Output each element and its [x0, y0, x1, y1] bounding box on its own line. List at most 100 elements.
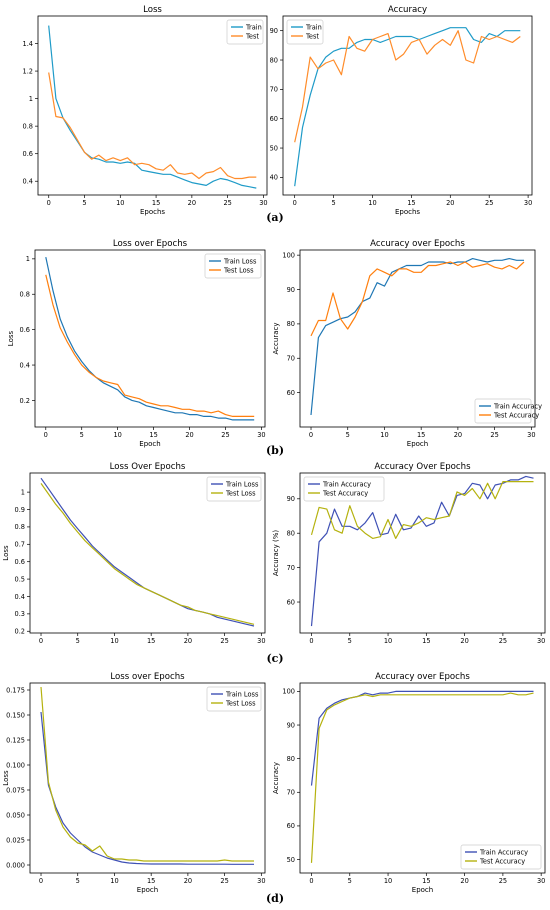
chart-4: Accuracy over Epochs 0 5 10 15 20 25 30 60 70 80 90…: [272, 239, 542, 448]
series-line-1: [310, 475, 534, 627]
y-tick-label: 0.5: [15, 575, 26, 583]
legend-label: Train Accuracy: [493, 402, 542, 410]
legend-label: Test: [245, 32, 259, 40]
chart-title: Loss over Epochs: [113, 239, 188, 249]
chart-title: Accuracy Over Epochs: [374, 462, 471, 472]
legend-label: Train Accuracy: [322, 480, 371, 488]
x-tick-label: 10: [110, 877, 118, 885]
series-line-2: [310, 481, 534, 540]
y-tick-label: 0.4: [23, 178, 34, 186]
y-tick-label: 70: [270, 86, 278, 94]
legend-box: [474, 398, 532, 424]
x-tick-label: 15: [422, 877, 430, 885]
legend-label: Train Loss: [223, 257, 257, 265]
series-line-2: [40, 483, 255, 625]
x-tick-label: 0: [309, 877, 313, 885]
plot-frame: [37, 15, 268, 196]
legend-box: [206, 476, 262, 502]
y-tick-label: 70: [287, 789, 295, 797]
y-tick-label: 0.2: [20, 397, 31, 405]
y-tick-label: 80: [287, 320, 295, 328]
legend-box: [460, 844, 542, 870]
legend-label: Train Loss: [225, 480, 259, 488]
y-axis-label: Accuracy (%): [272, 530, 280, 577]
y-tick-label: 50: [270, 144, 278, 152]
y-tick-label: 90: [287, 495, 295, 503]
x-tick-label: 5: [346, 431, 350, 439]
y-axis-label: Accuracy: [272, 323, 280, 355]
y-tick-label: 50: [287, 856, 295, 864]
plot-frame: [299, 472, 546, 634]
series-line-1: [310, 690, 534, 786]
legend-box: [303, 476, 385, 502]
plot-frame: [299, 682, 546, 874]
x-tick-label: 20: [188, 199, 196, 207]
x-tick-label: 30: [537, 637, 545, 645]
chart-1: Loss 0 5 10 15 20 25 30 0.4 0.6 0.8 1 1.2 1.4 Epochs Tr…: [23, 5, 268, 216]
y-tick-label: 70: [287, 564, 295, 572]
x-tick-label: 25: [490, 431, 498, 439]
chart-5: Loss Over Epochs 0 5 10 15 20 25 30 0.2 0.3 0.4 0.5…: [2, 462, 266, 645]
chart-title: Accuracy: [388, 5, 427, 15]
x-tick-label: 5: [76, 877, 80, 885]
plot-frame: [29, 472, 266, 634]
x-tick-label: 5: [80, 431, 84, 439]
y-tick-label: 80: [270, 56, 278, 64]
chart-3: Loss over Epochs 0 5 10 15 20 25 30 0.2 0.4 0.6 0.8…: [7, 239, 266, 448]
y-tick-label: 1: [29, 95, 33, 103]
panel-label-c: (c): [266, 652, 283, 665]
x-tick-label: 10: [384, 877, 392, 885]
x-tick-label: 15: [417, 431, 425, 439]
x-tick-label: 0: [39, 877, 43, 885]
x-axis-label: Epoch: [139, 440, 160, 448]
x-tick-label: 25: [220, 637, 228, 645]
x-tick-label: 25: [221, 431, 229, 439]
x-tick-label: 10: [110, 637, 118, 645]
plot-frame: [282, 15, 533, 196]
y-tick-label: 0.100: [6, 761, 25, 769]
y-tick-label: 0.150: [6, 711, 25, 719]
plot-frame: [299, 249, 536, 428]
x-tick-label: 10: [113, 431, 121, 439]
panel-label-b: (b): [266, 444, 284, 457]
y-tick-label: 0.6: [15, 558, 26, 566]
chart-title: Loss Over Epochs: [110, 462, 186, 472]
x-tick-label: 15: [152, 199, 160, 207]
x-tick-label: 25: [499, 877, 507, 885]
y-tick-label: 60: [287, 389, 295, 397]
x-tick-label: 20: [460, 637, 468, 645]
x-tick-label: 0: [39, 637, 43, 645]
chart-2: Accuracy 0 5 10 15 20 25 30 40 50 60 70 80 90 Epochs Tr…: [270, 5, 533, 216]
legend-label: Train Loss: [225, 690, 259, 698]
x-tick-label: 30: [527, 431, 535, 439]
x-tick-label: 15: [149, 431, 157, 439]
legend-label: Train Accuracy: [479, 848, 528, 856]
y-tick-label: 70: [287, 355, 295, 363]
chart-title: Loss: [143, 5, 162, 15]
x-tick-label: 30: [257, 637, 265, 645]
series-line-1: [40, 711, 254, 865]
x-tick-label: 5: [348, 877, 352, 885]
y-tick-label: 90: [287, 286, 295, 294]
legend-label: Test Loss: [225, 489, 256, 497]
y-tick-label: 1: [21, 488, 25, 496]
x-tick-label: 20: [454, 431, 462, 439]
y-tick-label: 1: [26, 255, 30, 263]
x-tick-label: 20: [185, 431, 193, 439]
x-axis-label: Epochs: [140, 208, 165, 216]
series-line-2: [45, 274, 255, 417]
x-tick-label: 15: [147, 637, 155, 645]
y-tick-label: 0.175: [6, 686, 25, 694]
chart-8: Accuracy over Epochs 0 5 10 15 20 25 30 50 60 70 80…: [272, 672, 546, 894]
y-tick-label: 40: [270, 174, 278, 182]
x-tick-label: 0: [309, 431, 313, 439]
legend-label: Test: [305, 32, 319, 40]
